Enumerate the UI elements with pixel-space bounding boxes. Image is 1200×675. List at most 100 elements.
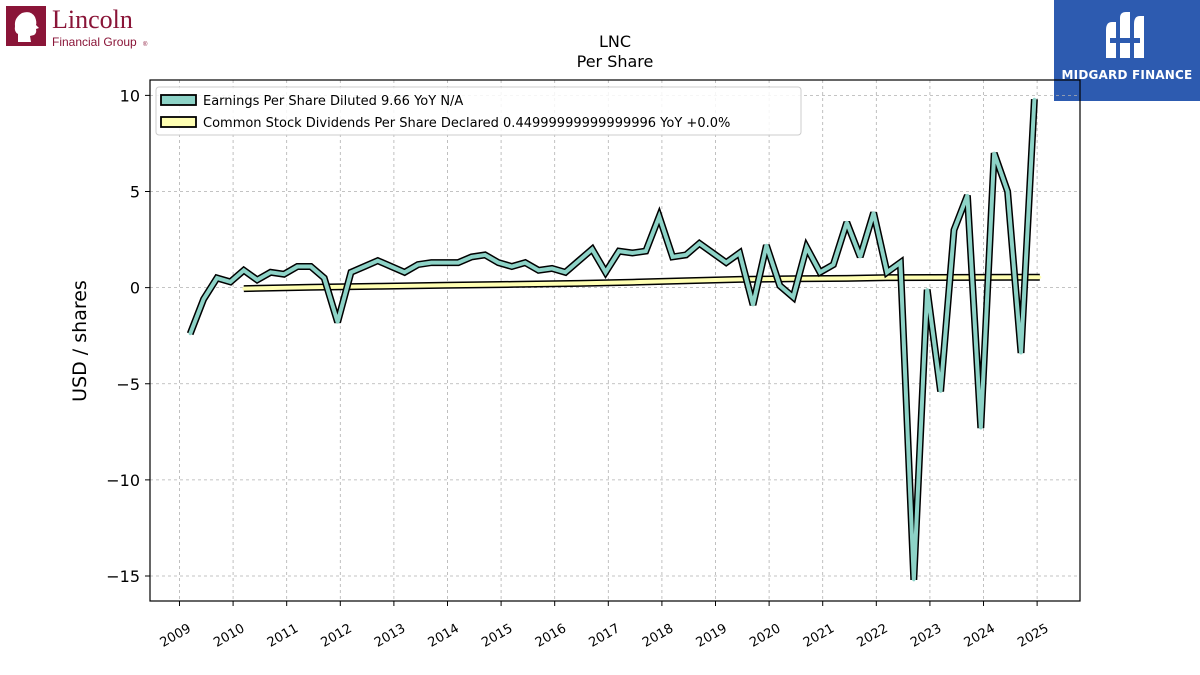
- data-point: [322, 276, 326, 280]
- data-point: [939, 389, 943, 393]
- data-point: [282, 272, 286, 276]
- data-point: [429, 261, 433, 265]
- x-tick-label: 2018: [640, 621, 676, 651]
- data-point: [362, 265, 366, 268]
- x-tick-label: 2009: [158, 621, 194, 651]
- data-point: [724, 261, 728, 265]
- data-point: [751, 303, 755, 307]
- data-point: [644, 249, 648, 253]
- chart-subtitle: Per Share: [577, 52, 654, 71]
- y-tick-label: −5: [116, 375, 140, 394]
- data-point: [295, 265, 299, 268]
- data-point: [805, 245, 809, 249]
- data-point: [764, 243, 768, 247]
- data-point: [657, 215, 661, 218]
- data-point: [590, 247, 594, 251]
- lincoln-profile-icon: Lincoln Financial Group ®: [6, 5, 148, 49]
- data-point: [577, 259, 581, 263]
- data-point: [255, 278, 259, 282]
- series-line: [188, 99, 1037, 580]
- data-point: [416, 263, 420, 267]
- midgard-finance-logo: MIDGARD FINANCE: [1054, 0, 1200, 101]
- data-point: [885, 270, 889, 274]
- x-tick-label: 2022: [854, 621, 890, 651]
- publisher-wordmark: MIDGARD FINANCE: [1061, 68, 1193, 82]
- y-tick-label: 10: [120, 86, 140, 105]
- x-tick-label: 2015: [479, 621, 515, 651]
- data-point: [537, 268, 541, 272]
- x-tick-label: 2016: [533, 621, 569, 651]
- data-point: [791, 295, 795, 299]
- data-point: [309, 285, 313, 289]
- x-axis-ticks: 2009 2010 2011 2012 2013 2014 2015 2016 2017 2018…: [158, 601, 1051, 651]
- data-point: [550, 266, 554, 270]
- y-tick-label: 5: [130, 183, 140, 202]
- y-axis-label: USD / shares: [69, 280, 91, 402]
- x-tick-label: 2013: [372, 621, 408, 651]
- data-point: [831, 263, 835, 267]
- legend: Earnings Per Share Diluted 9.66 YoY N/A C…: [155, 86, 802, 136]
- y-tick-label: −10: [106, 471, 140, 490]
- logo-silhouette: [14, 12, 40, 42]
- data-point: [711, 251, 715, 255]
- data-point: [242, 268, 246, 272]
- logo-wordmark: Lincoln: [52, 5, 133, 34]
- data-point: [791, 277, 795, 281]
- data-point: [470, 255, 474, 259]
- x-tick-label: 2023: [908, 621, 944, 651]
- data-point: [979, 426, 983, 430]
- x-tick-label: 2017: [586, 621, 622, 651]
- data-point: [269, 270, 273, 274]
- data-point: [336, 320, 340, 324]
- data-point: [684, 253, 688, 257]
- legend-box: [155, 86, 802, 136]
- data-point: [697, 241, 701, 245]
- data-point: [912, 578, 916, 582]
- data-point: [456, 261, 460, 265]
- x-tick-label: 2010: [211, 621, 247, 651]
- data-point: [845, 220, 849, 224]
- legend-swatch: [160, 116, 197, 128]
- data-point: [872, 211, 876, 215]
- data-point: [563, 270, 567, 274]
- x-tick-label: 2024: [962, 621, 998, 651]
- logo-registered-mark: ®: [143, 41, 148, 48]
- data-point: [202, 297, 206, 301]
- midgard-emblem-icon: [1106, 12, 1144, 58]
- data-point: [992, 151, 996, 155]
- x-tick-label: 2014: [426, 621, 462, 651]
- data-point: [1038, 275, 1042, 279]
- logo-subtitle: Financial Group: [52, 35, 137, 49]
- data-point: [483, 253, 487, 257]
- data-point: [510, 265, 514, 268]
- data-point: [1006, 190, 1010, 193]
- data-point: [510, 282, 514, 286]
- data-point: [1032, 97, 1036, 101]
- data-point: [858, 255, 862, 259]
- x-tick-label: 2021: [801, 621, 837, 651]
- data-point: [738, 251, 742, 255]
- y-tick-label: 0: [130, 279, 140, 298]
- data-point: [309, 265, 313, 268]
- series-lines: [186, 97, 1042, 582]
- data-point: [188, 332, 192, 336]
- data-point: [242, 287, 246, 291]
- data-point: [215, 276, 219, 280]
- data-point: [1019, 351, 1023, 355]
- x-tick-label: 2019: [694, 621, 730, 651]
- data-point: [630, 280, 634, 284]
- data-point: [630, 251, 634, 255]
- data-point: [671, 255, 675, 259]
- y-tick-label: −15: [106, 567, 140, 586]
- legend-label: Common Stock Dividends Per Share Declare…: [203, 116, 730, 131]
- data-point: [403, 270, 407, 274]
- y-axis-ticks: 10 5 0 −5 −10 −15: [106, 86, 150, 586]
- data-point: [443, 261, 447, 265]
- data-point: [604, 270, 608, 274]
- data-point: [818, 270, 822, 274]
- data-point: [925, 288, 929, 292]
- data-point: [845, 276, 849, 280]
- data-point: [965, 193, 969, 197]
- data-point: [376, 284, 380, 288]
